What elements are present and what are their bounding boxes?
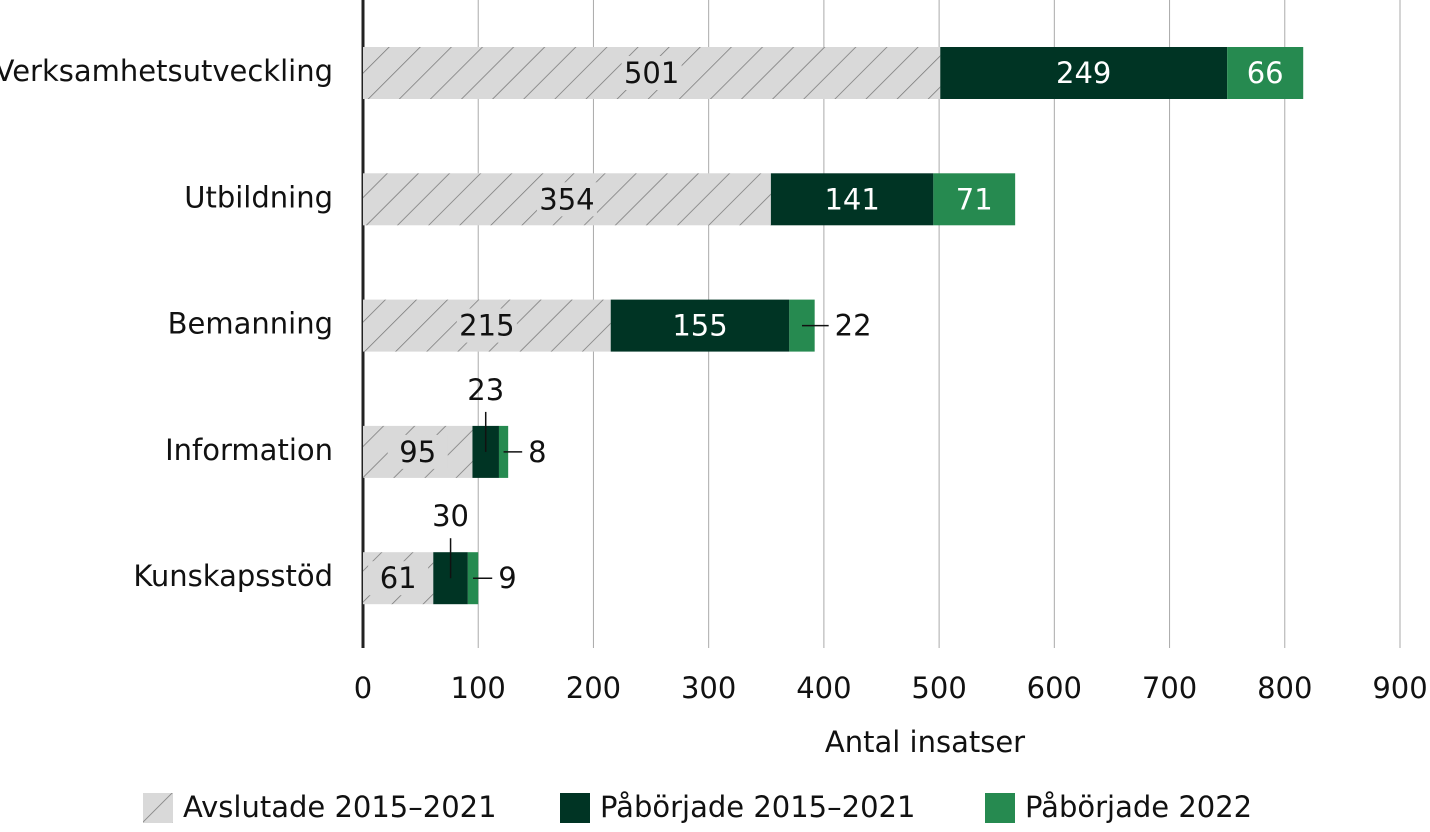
data-label: 71	[956, 182, 993, 216]
data-label: 501	[624, 56, 679, 90]
x-tick-label: 800	[1257, 671, 1312, 705]
x-tick-label: 900	[1372, 671, 1427, 705]
data-label: 9	[498, 561, 516, 595]
label-bg	[387, 434, 448, 469]
bar-segment	[940, 47, 1228, 99]
legend-swatch	[985, 793, 1015, 823]
x-tick-label: 0	[354, 671, 372, 705]
data-label: 215	[459, 309, 514, 343]
y-tick-label: Bemanning	[168, 307, 333, 341]
x-tick-label: 500	[911, 671, 966, 705]
data-label: 354	[539, 182, 594, 216]
legend-label: Påbörjade 2022	[1025, 790, 1252, 824]
x-tick-label: 100	[451, 671, 506, 705]
legend-swatch	[560, 793, 590, 823]
x-axis-label: Antal insatser	[825, 725, 1025, 759]
bar-segment	[770, 173, 934, 226]
y-tick-label: Verksamhetsutveckling	[0, 54, 333, 88]
y-tick-label: Information	[165, 433, 333, 467]
label-bg	[368, 561, 429, 596]
label-bg	[536, 182, 597, 217]
legend-label: Avslutade 2015–2021	[183, 790, 497, 824]
bar-segment	[933, 173, 1016, 226]
data-label: 66	[1247, 56, 1284, 90]
data-label: 8	[528, 435, 546, 469]
x-tick-label: 600	[1027, 671, 1082, 705]
data-label: 155	[672, 309, 727, 343]
data-label: 61	[380, 561, 417, 595]
data-label: 30	[432, 499, 469, 533]
data-label: 22	[835, 309, 872, 343]
x-tick-label: 400	[796, 671, 851, 705]
data-label: 141	[824, 182, 879, 216]
x-tick-label: 200	[566, 671, 621, 705]
data-label: 95	[399, 435, 436, 469]
bar-segment	[1227, 47, 1304, 99]
bar-segment	[610, 299, 790, 352]
x-tick-label: 700	[1142, 671, 1197, 705]
data-label: 23	[467, 373, 504, 407]
label-bg	[456, 308, 517, 343]
legend-swatch	[143, 793, 173, 823]
y-tick-label: Utbildning	[184, 180, 333, 214]
data-label: 249	[1056, 56, 1111, 90]
label-bg	[621, 56, 682, 90]
x-tick-label: 300	[681, 671, 736, 705]
legend-label: Påbörjade 2015–2021	[600, 790, 915, 824]
y-tick-label: Kunskapsstöd	[133, 559, 333, 593]
